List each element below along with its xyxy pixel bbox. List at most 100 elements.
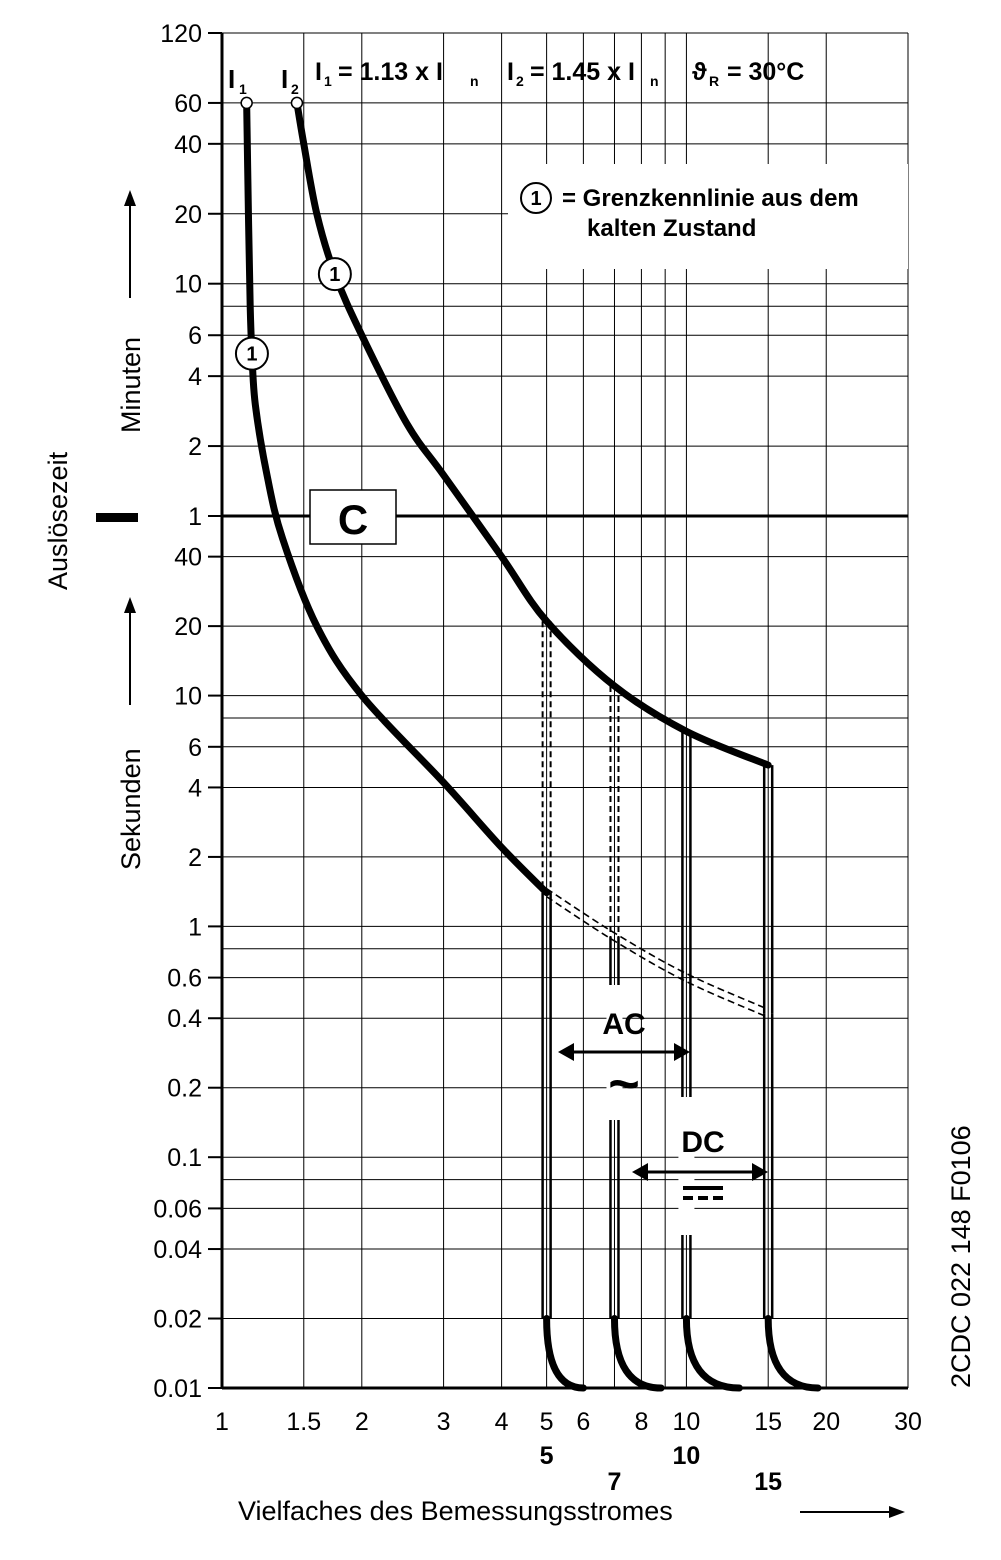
ac-arrow-right <box>674 1043 690 1061</box>
curves: 11 <box>234 96 822 1392</box>
note-marker-circle <box>520 182 552 214</box>
formula-i1-rest-sub: n <box>470 73 479 89</box>
formula-i1: I <box>315 58 322 86</box>
y-axis-minutes-label: Minuten <box>116 337 146 433</box>
y-tick-label-minutes: 120 <box>160 20 202 48</box>
y-tick-label-minutes: 40 <box>174 131 202 159</box>
minutes-arrow-head <box>124 190 136 206</box>
y-tick-label-minutes: 4 <box>188 363 202 391</box>
formula-i1-rest: = 1.13 x I <box>331 58 443 86</box>
limit-curve-marker-number: 1 <box>329 264 340 286</box>
curve-i1 <box>243 99 551 897</box>
dc-label: DC <box>681 1126 724 1159</box>
seconds-arrow-head <box>124 597 136 613</box>
formula-theta-rest: = 30°C <box>720 58 804 86</box>
x-tick-label: 15 <box>754 1408 782 1436</box>
y-tick-label-minutes: 1 <box>188 503 202 531</box>
x-tick-label-bold: 5 <box>540 1442 554 1470</box>
x-tick-label-bold: 15 <box>754 1468 782 1496</box>
dc-symbol <box>683 1186 723 1200</box>
x-tick-label: 1 <box>215 1408 229 1436</box>
y-tick-label-seconds: 0.06 <box>153 1195 202 1223</box>
note-line-1: = Grenzkennlinie aus dem <box>562 185 859 212</box>
document-code: 2CDC 022 148 F0106 <box>946 1125 976 1388</box>
y-axis-divider <box>96 513 138 522</box>
y-tick-label-minutes: 10 <box>174 271 202 299</box>
y-tick-label-seconds: 20 <box>174 613 202 641</box>
i2-start-point <box>290 96 304 110</box>
x-tick-label: 1.5 <box>286 1408 321 1436</box>
i2-marker-sub: 2 <box>291 81 299 97</box>
y-tick-label-seconds: 0.1 <box>167 1144 202 1172</box>
formula-i2-sub: 2 <box>516 73 524 89</box>
instantaneous-foot-curve <box>610 1315 665 1392</box>
note-line-2: kalten Zustand <box>587 215 756 242</box>
y-axis-seconds-label: Sekunden <box>116 748 146 870</box>
formula-line: I 1 = 1.13 x I n I 2 = 1.45 x I n ϑ R = … <box>315 58 804 89</box>
x-tick-label: 10 <box>673 1408 701 1436</box>
i1-start-point <box>240 96 253 110</box>
y-tick-label-seconds: 0.2 <box>167 1075 202 1103</box>
characteristic-badge: C <box>309 489 397 545</box>
y-tick-label-minutes: 2 <box>188 433 202 461</box>
y-axis-title: Auslösezeit <box>43 451 73 590</box>
instantaneous-limit-gap <box>678 1097 695 1235</box>
x-tick-label: 30 <box>894 1408 922 1436</box>
y-tick-label-seconds: 2 <box>188 844 202 872</box>
ac-symbol: ~ <box>608 1054 640 1114</box>
y-tick-label-seconds: 1 <box>188 913 202 941</box>
y-tick-label-seconds: 0.04 <box>153 1236 202 1264</box>
x-axis-label-group: Vielfaches des Bemessungsstromes <box>238 1496 905 1526</box>
instantaneous-foot-curve <box>682 1315 743 1392</box>
curve-extension-dashed <box>546 896 769 1019</box>
x-tick-label: 20 <box>812 1408 840 1436</box>
curve-extension-dashed <box>546 888 769 1011</box>
y-tick-label-minutes: 60 <box>174 90 202 118</box>
x-tick-label: 2 <box>355 1408 369 1436</box>
dc-arrow-left <box>632 1163 648 1181</box>
x-tick-label: 4 <box>495 1408 509 1436</box>
y-tick-label-seconds: 10 <box>174 683 202 711</box>
y-axis-labels: Auslösezeit Minuten Sekunden <box>43 190 146 870</box>
y-tick-label-seconds: 0.6 <box>167 965 202 993</box>
limit-curve-marker <box>317 257 352 292</box>
x-axis-arrow-head <box>889 1506 905 1518</box>
instantaneous-foot-curve <box>764 1315 822 1392</box>
y-tick-label-minutes: 20 <box>174 201 202 229</box>
i2-marker-label: I <box>281 64 288 94</box>
dc-arrow-right <box>752 1163 768 1181</box>
x-tick-label: 3 <box>437 1408 451 1436</box>
formula-i2-rest-sub: n <box>650 73 659 89</box>
ac-arrow-left <box>558 1043 574 1061</box>
characteristic-box <box>309 489 397 545</box>
instantaneous-foot-curve <box>543 1315 587 1392</box>
current-markers: I 1 I 2 <box>228 64 299 97</box>
i1-marker-sub: 1 <box>239 81 247 97</box>
x-tick-label: 8 <box>634 1408 648 1436</box>
x-axis-title: Vielfaches des Bemessungsstromes <box>238 1496 673 1526</box>
curve-i2 <box>293 99 772 769</box>
formula-i2: I <box>507 58 514 86</box>
note-marker-number: 1 <box>530 188 541 210</box>
limit-curve-marker <box>234 336 269 371</box>
y-tick-label-seconds: 40 <box>174 544 202 572</box>
y-tick-label-seconds: 6 <box>188 734 202 762</box>
limit-curve-marker-number: 1 <box>246 344 257 366</box>
y-tick-label-seconds: 0.4 <box>167 1005 202 1033</box>
formula-theta-sub: R <box>709 73 719 89</box>
characteristic-letter: C <box>338 496 368 543</box>
formula-i2-rest: = 1.45 x I <box>523 58 635 86</box>
x-tick-label: 6 <box>576 1408 590 1436</box>
y-tick-label-seconds: 4 <box>188 774 202 802</box>
x-tick-label-bold: 7 <box>608 1468 622 1496</box>
formula-i1-sub: 1 <box>324 73 332 89</box>
formula-theta: ϑ <box>692 58 707 86</box>
ac-label: AC <box>602 1008 645 1041</box>
y-tick-label-seconds: 0.02 <box>153 1306 202 1334</box>
i1-marker-label: I <box>228 64 235 94</box>
y-tick-label-minutes: 6 <box>188 322 202 350</box>
tick-labels: 12060402010642140201064210.60.40.20.10.0… <box>153 20 922 1496</box>
x-tick-label-bold: 10 <box>673 1442 701 1470</box>
y-tick-label-seconds: 0.01 <box>153 1375 202 1403</box>
